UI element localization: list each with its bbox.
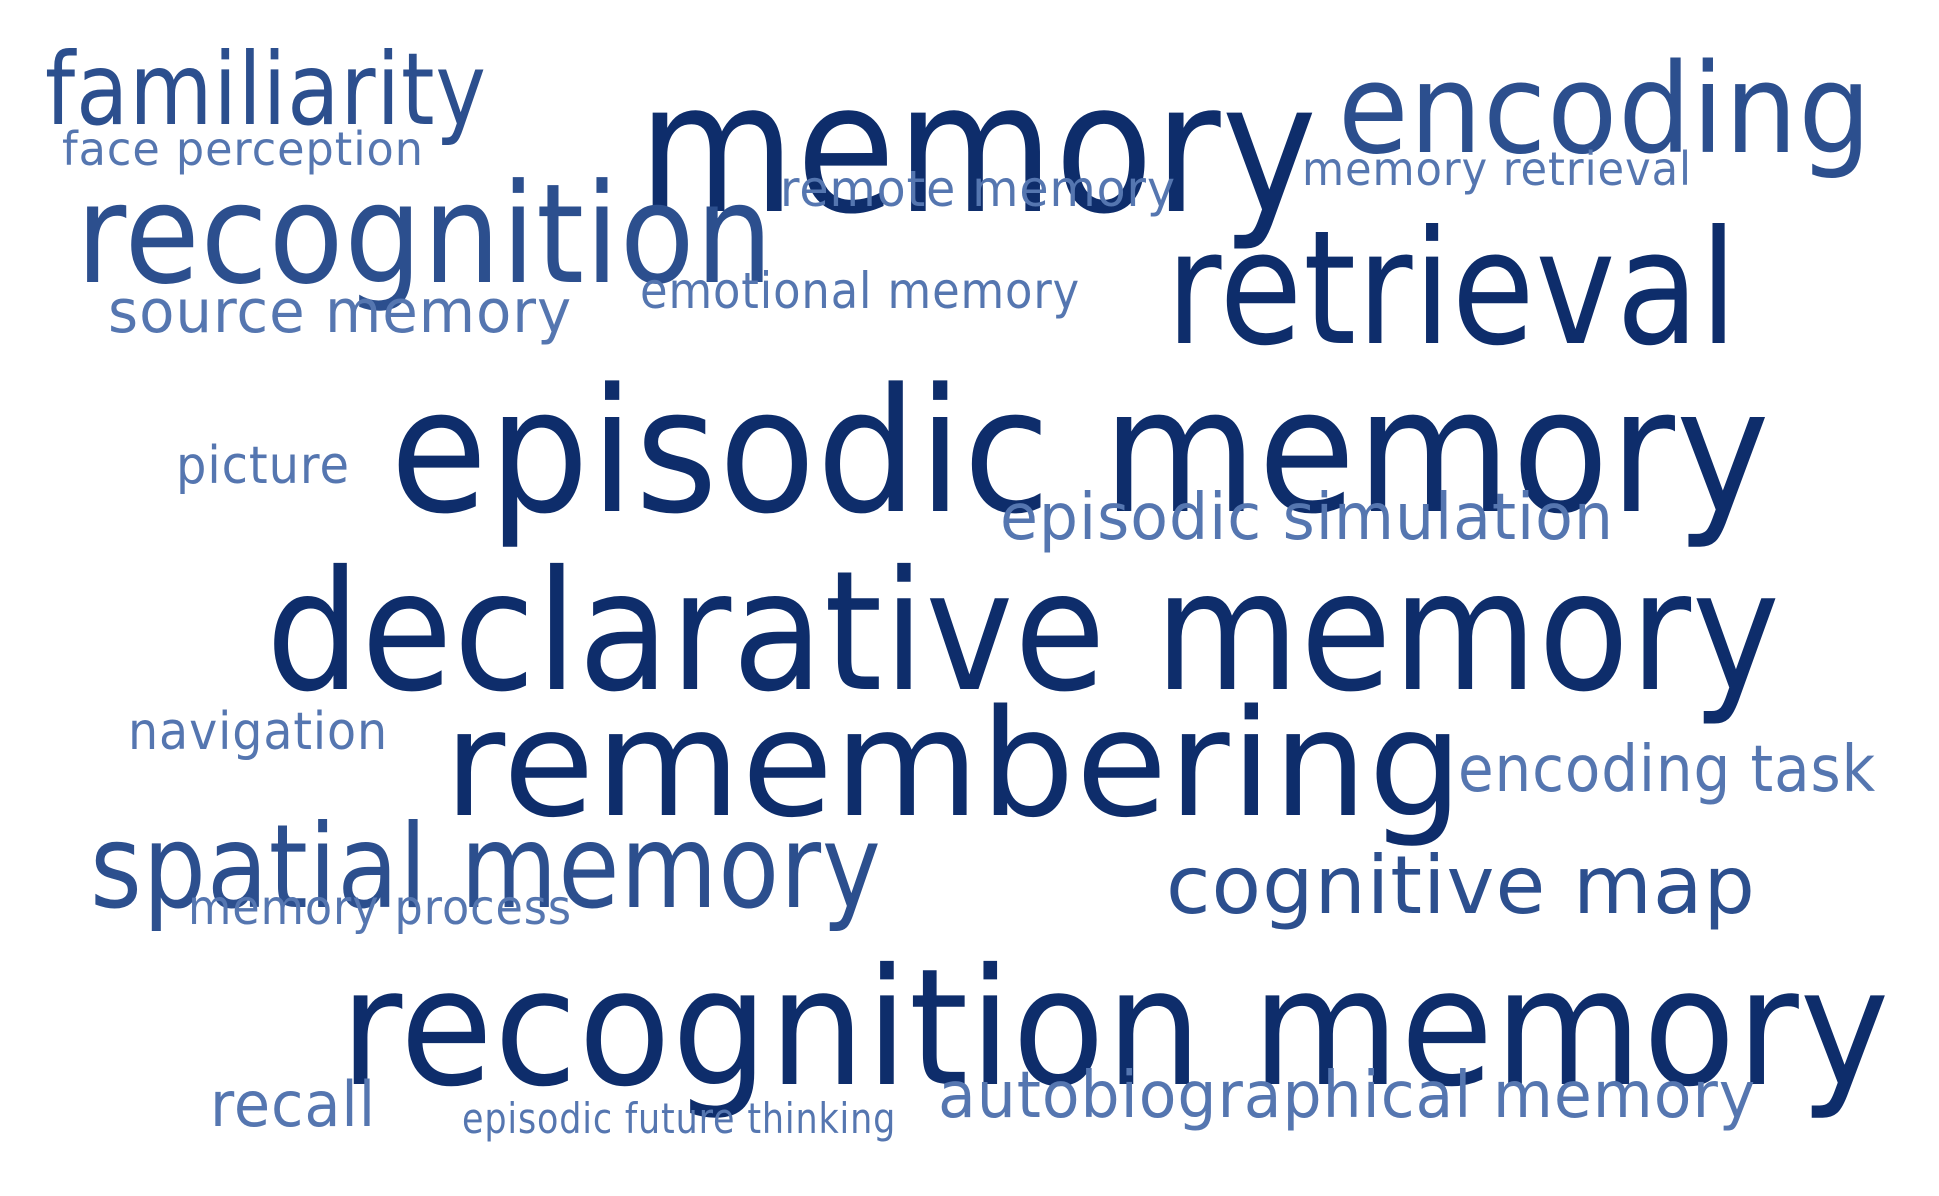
word-memory-retrieval: memory retrieval bbox=[1302, 142, 1692, 196]
word-autobiographical-memory: autobiographical memory bbox=[938, 1059, 1757, 1133]
word-recall: recall bbox=[210, 1068, 377, 1141]
word-remote-memory: remote memory bbox=[780, 160, 1176, 218]
word-recognition-memory: recognition memory bbox=[340, 935, 1891, 1123]
word-picture: picture bbox=[176, 436, 350, 496]
word-remembering: remembering bbox=[444, 678, 1464, 850]
word-recognition: recognition bbox=[76, 154, 774, 315]
word-cognitive-map: cognitive map bbox=[1166, 839, 1756, 932]
word-retrieval: retrieval bbox=[1166, 197, 1739, 381]
word-source-memory: source memory bbox=[108, 277, 573, 347]
word-spatial-memory: spatial memory bbox=[90, 800, 882, 935]
word-encoding: encoding bbox=[1338, 38, 1873, 182]
word-episodic-simulation: episodic simulation bbox=[1000, 481, 1614, 555]
word-navigation: navigation bbox=[128, 702, 389, 762]
word-face-perception: face perception bbox=[62, 122, 424, 176]
word-memory: memory bbox=[638, 45, 1319, 254]
word-episodic-memory: episodic memory bbox=[390, 351, 1771, 552]
word-memory-process: memory process bbox=[188, 880, 573, 936]
word-episodic-future-thinking: episodic future thinking bbox=[462, 1094, 897, 1143]
word-emotional-memory: emotional memory bbox=[640, 262, 1081, 320]
word-declarative-memory: declarative memory bbox=[266, 536, 1781, 729]
word-familiarity: familiarity bbox=[45, 31, 487, 148]
word-encoding-task: encoding task bbox=[1458, 733, 1877, 807]
